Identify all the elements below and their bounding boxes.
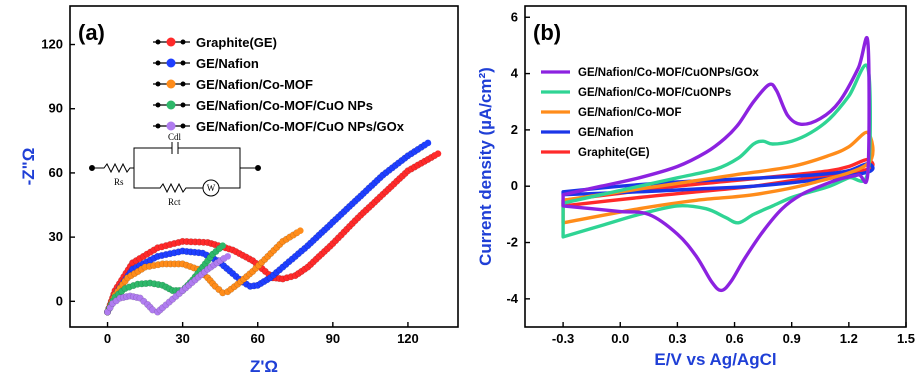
x-axis-title-a: Z'Ω <box>250 357 278 376</box>
x-tick-label-a: 30 <box>175 331 189 346</box>
legend-label-b: GE/Nafion <box>578 127 634 139</box>
plot-frame-b <box>524 5 907 328</box>
circuit-terminal <box>255 165 261 171</box>
x-tick-label-a: 120 <box>397 331 419 346</box>
x-tick-label-a: 60 <box>251 331 265 346</box>
legend-dot-a <box>180 39 186 45</box>
legend-dot-a <box>180 81 186 87</box>
y-tick-label-b: 4 <box>511 66 519 81</box>
legend-label-b: Graphite(GE) <box>578 147 650 159</box>
y-tick-label-a: 120 <box>41 37 63 52</box>
legend-label-a: GE/Nafion/Co-MOF/CuO NPs <box>196 98 373 113</box>
cv-curve-2 <box>561 130 875 225</box>
x-tick-label-b: 0.6 <box>726 331 744 346</box>
data-point-a <box>296 227 304 234</box>
legend-marker-a <box>166 121 176 131</box>
legend-label-b: GE/Nafion/Co-MOF <box>578 107 682 119</box>
cv-curve-0 <box>561 36 871 293</box>
legend-dot-a <box>155 123 161 129</box>
circuit-terminal <box>89 165 95 171</box>
data-point-a <box>224 253 232 260</box>
legend-a: Graphite(GE) GE/Nafion GE/Nafion/Co-MOF GE/… <box>153 35 405 134</box>
rs-resistor <box>95 162 134 174</box>
legend-dot-a <box>155 102 161 108</box>
series-a-1 <box>103 139 432 316</box>
rct-resistor <box>133 168 203 194</box>
panel-label-b: (b) <box>533 20 561 45</box>
legend-dot-a <box>180 123 186 129</box>
warburg-label: W <box>207 183 216 193</box>
y-tick-label-a: 90 <box>49 101 63 116</box>
x-tick-label-b: 0.9 <box>783 331 801 346</box>
x-tick-label-b: 1.5 <box>897 331 915 346</box>
legend-dot-a <box>180 102 186 108</box>
cv-curve-4 <box>561 157 875 208</box>
x-axis-title-b: E/V vs Ag/AgCl <box>654 350 776 369</box>
x-tick-label-a: 0 <box>104 331 111 346</box>
legend-marker-a <box>166 79 176 89</box>
rs-label: Rs <box>114 177 124 187</box>
y-tick-label-b: 6 <box>511 9 518 24</box>
data-point-a <box>424 139 432 147</box>
cdl-label: Cdl <box>168 132 182 142</box>
y-tick-label-a: 60 <box>49 165 63 180</box>
fit-line-a <box>106 153 439 313</box>
series-a-0 <box>103 150 442 316</box>
y-tick-label-b: 0 <box>511 178 518 193</box>
legend-marker-a <box>166 58 176 68</box>
legend-dot-a <box>155 81 161 87</box>
y-tick-label-b: -4 <box>506 291 518 306</box>
legend-label-a: GE/Nafion/Co-MOF <box>196 77 313 92</box>
legend-label-a: GE/Nafion/Co-MOF/CuO NPs/GOx <box>196 119 405 134</box>
panel-label-a: (a) <box>78 20 105 45</box>
data-point-a <box>434 150 442 157</box>
data-point-a <box>219 242 226 249</box>
legend-marker-a <box>166 100 176 110</box>
x-tick-label-b: -0.3 <box>552 331 574 346</box>
legend-label-b: GE/Nafion/Co-MOF/CuONPs/GOx <box>578 67 759 79</box>
equivalent-circuit-inset <box>89 142 261 197</box>
rct-label: Rct <box>168 197 181 207</box>
x-tick-label-b: 1.2 <box>840 331 858 346</box>
y-tick-label-a: 0 <box>56 293 63 308</box>
x-tick-label-b: 0.3 <box>668 331 686 346</box>
y-tick-label-b: 2 <box>511 122 518 137</box>
y-axis-title-b: Current density (µA/cm²) <box>476 67 495 266</box>
plot-frame-a <box>69 5 459 328</box>
legend-label-a: GE/Nafion <box>196 56 259 71</box>
legend-b: GE/Nafion/Co-MOF/CuONPs/GOx GE/Nafion/Co-… <box>541 67 759 159</box>
circuit-wire-bottom <box>219 168 241 189</box>
circuit-wire-top <box>133 147 255 169</box>
y-axis-title-a: -Z"Ω <box>19 148 38 186</box>
y-tick-label-a: 30 <box>49 229 63 244</box>
series-a-4 <box>103 253 232 316</box>
legend-label-a: Graphite(GE) <box>196 35 277 50</box>
legend-dot-a <box>155 39 161 45</box>
legend-dot-a <box>180 60 186 66</box>
x-tick-label-b: 0.0 <box>611 331 629 346</box>
y-tick-label-b: -2 <box>506 235 518 250</box>
legend-dot-a <box>155 60 161 66</box>
x-tick-label-a: 90 <box>326 331 340 346</box>
legend-label-b: GE/Nafion/Co-MOF/CuONPs <box>578 87 731 99</box>
legend-marker-a <box>166 37 176 47</box>
